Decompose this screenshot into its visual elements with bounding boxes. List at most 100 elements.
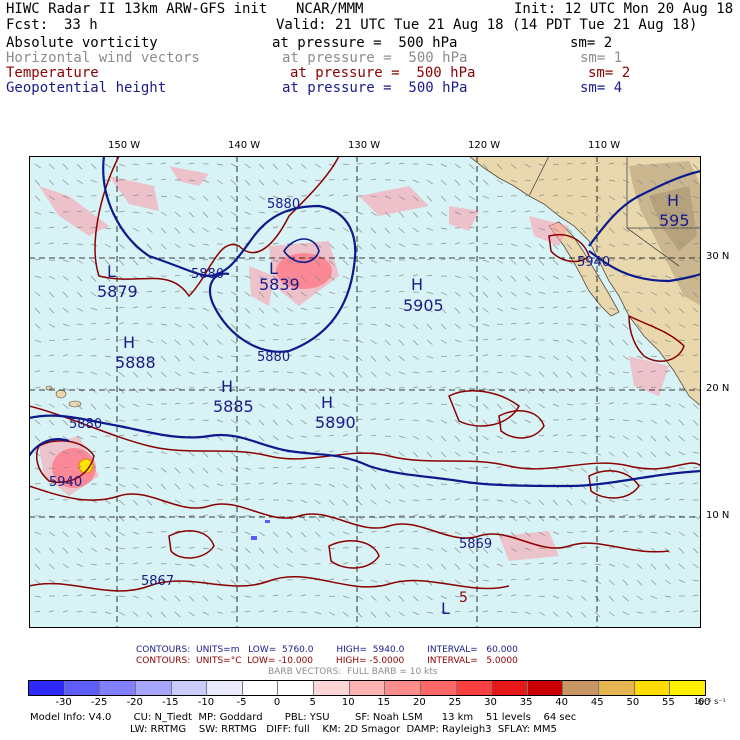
- wind-barb: [636, 611, 644, 614]
- wind-barb: [230, 547, 237, 553]
- wind-barb: [244, 163, 251, 169]
- wind-barb: [538, 275, 545, 281]
- colorbar-tick-label: 0: [273, 697, 281, 708]
- wind-barb: [342, 450, 349, 453]
- wind-barb: [398, 402, 405, 405]
- wind-barb: [524, 499, 531, 505]
- wind-barb: [258, 563, 265, 570]
- wind-barb: [48, 179, 55, 186]
- wind-barb: [566, 243, 573, 250]
- wind-barb: [398, 435, 406, 439]
- wind-barb: [342, 322, 349, 325]
- wind-barb: [286, 435, 294, 440]
- wind-barb: [244, 579, 251, 585]
- wind-barb: [62, 323, 70, 327]
- wind-barb: [188, 274, 195, 277]
- wind-barb: [328, 387, 335, 394]
- wind-barb: [510, 594, 517, 597]
- wind-barb: [552, 339, 560, 342]
- wind-barb: [594, 339, 601, 346]
- wind-barb: [146, 499, 153, 506]
- wind-barb: [328, 403, 335, 409]
- wind-barb: [594, 579, 601, 584]
- wind-barb: [524, 259, 531, 266]
- wind-barb: [482, 466, 489, 469]
- wind-barb: [62, 563, 69, 569]
- wind-barb: [104, 163, 111, 168]
- height-center-labels: L 5879 L 5839 H 5905 H 5888 H 5885 H 589…: [97, 191, 690, 618]
- colorbar-tick-label: 35: [519, 697, 533, 708]
- wind-barb: [510, 531, 517, 538]
- wind-barb: [552, 227, 559, 232]
- field-pressure-vorticity: at pressure = 500 hPa: [272, 35, 458, 51]
- wind-barb: [468, 179, 475, 186]
- wind-barb: [622, 611, 630, 616]
- wind-barb: [692, 594, 699, 597]
- wind-barb: [538, 243, 545, 249]
- high-center-3-letter: H: [221, 377, 233, 396]
- wind-barb: [678, 610, 685, 613]
- wind-barb: [412, 435, 420, 440]
- wind-barb: [342, 562, 349, 565]
- wind-barb: [552, 595, 560, 599]
- wind-barb: [384, 274, 391, 277]
- wind-barb: [90, 403, 97, 410]
- wind-barb: [76, 307, 84, 312]
- colorbar-tick-label: -20: [126, 697, 143, 708]
- wind-barb: [524, 387, 531, 394]
- wind-barb: [174, 611, 181, 618]
- wind-barb: [314, 355, 321, 358]
- wind-barb: [398, 290, 405, 293]
- wind-barb: [286, 275, 293, 282]
- wind-barb: [272, 482, 279, 485]
- wind-barb: [650, 498, 657, 501]
- wind-barb: [328, 194, 335, 197]
- wind-barb: [468, 275, 476, 280]
- wind-barb: [510, 419, 517, 425]
- wind-barb: [300, 531, 307, 538]
- wind-barb: [608, 243, 616, 248]
- wind-barb: [258, 547, 265, 554]
- wind-barb: [412, 530, 419, 533]
- wind-barb: [328, 355, 336, 359]
- wind-barb: [622, 467, 629, 474]
- wind-barb: [608, 323, 615, 329]
- wind-barb: [650, 386, 657, 389]
- wind-barb: [356, 579, 363, 582]
- wind-barb: [622, 530, 629, 533]
- wind-barb: [48, 242, 55, 245]
- wind-barb: [342, 611, 349, 617]
- wind-barb: [692, 579, 699, 582]
- wind-barb: [202, 514, 209, 517]
- wind-barb: [244, 195, 251, 202]
- wind-barb: [482, 226, 489, 229]
- wind-barb: [608, 371, 616, 375]
- wind-barb: [678, 547, 685, 554]
- wind-barb: [636, 323, 643, 330]
- wind-barb: [608, 179, 615, 182]
- wind-barb: [608, 274, 615, 277]
- wind-barb: [608, 451, 615, 457]
- wind-barb: [496, 291, 503, 298]
- wind-barb: [650, 211, 657, 217]
- wind-barb: [496, 499, 504, 502]
- vorticity-colorbar: [28, 680, 706, 696]
- wind-barb: [258, 610, 265, 613]
- wind-barb: [202, 258, 209, 261]
- wind-barb: [104, 515, 111, 522]
- wind-barb: [34, 451, 41, 457]
- wind-barb: [216, 547, 224, 551]
- wind-barb: [566, 355, 573, 362]
- wind-barb: [454, 258, 461, 261]
- wind-barb: [76, 482, 83, 485]
- wind-barb: [370, 259, 378, 264]
- wind-barb: [398, 243, 406, 248]
- wind-barb: [426, 595, 433, 601]
- wind-barb: [48, 531, 55, 537]
- wind-barb: [510, 403, 517, 410]
- wind-barb: [188, 595, 195, 602]
- wind-barb: [426, 467, 433, 473]
- wind-barb: [62, 275, 69, 281]
- wind-barb: [342, 194, 349, 197]
- wind-barb: [356, 259, 363, 265]
